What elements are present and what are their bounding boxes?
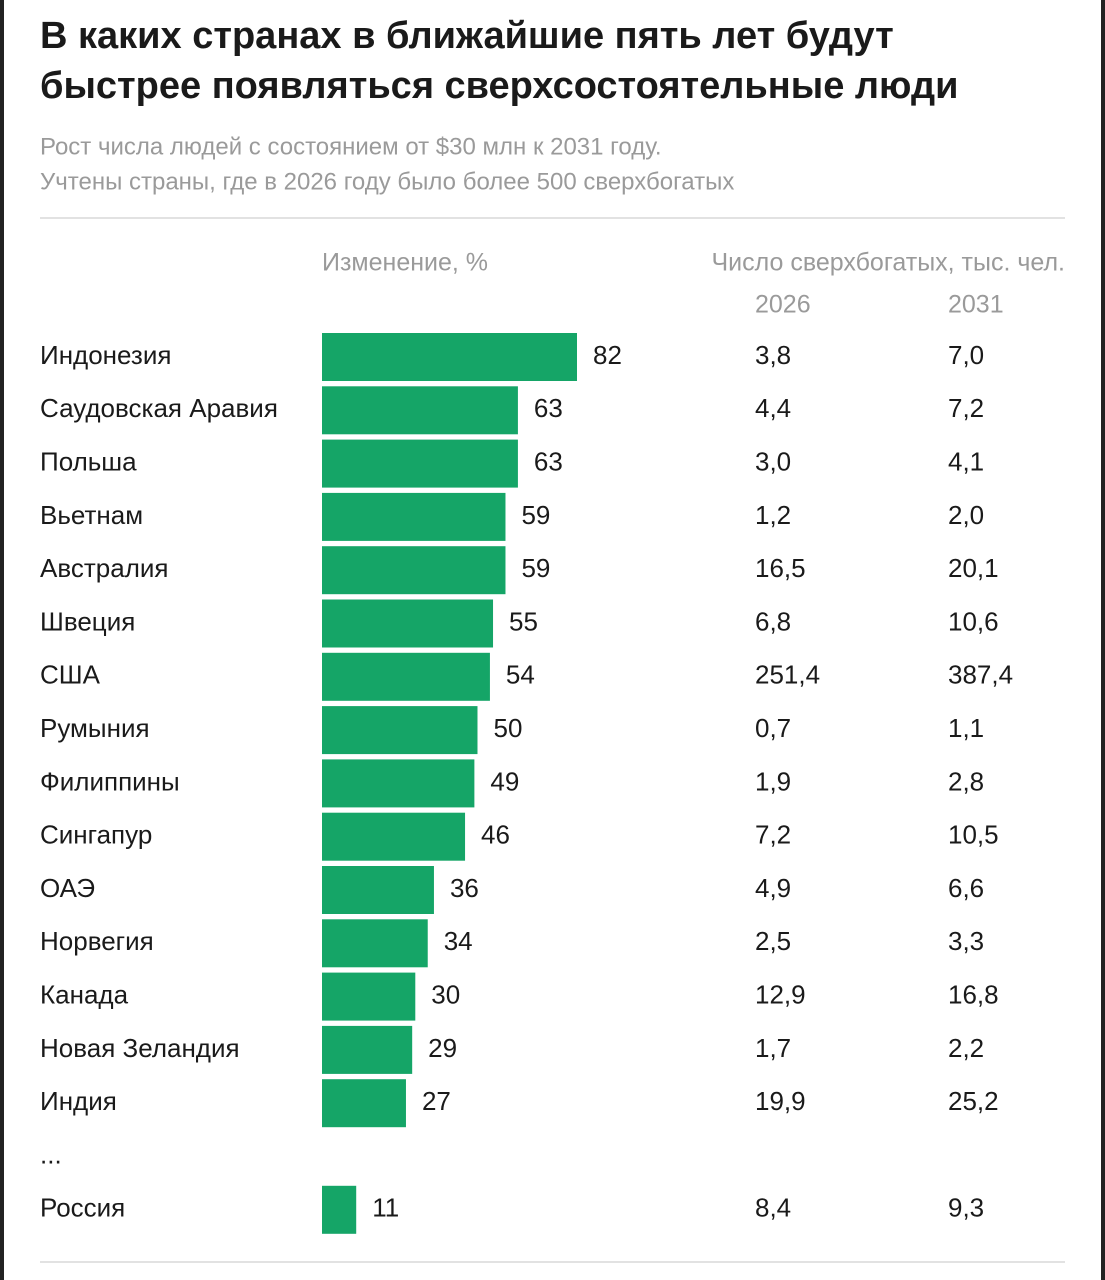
category-label: Индонезия xyxy=(40,340,171,370)
frame-edge xyxy=(0,0,4,1280)
table-cell: 2,2 xyxy=(948,1033,984,1063)
bar xyxy=(322,919,428,968)
table-cell: 3,8 xyxy=(755,340,791,370)
table-cell: 20,1 xyxy=(948,553,999,583)
category-label: Новая Зеландия xyxy=(40,1033,240,1063)
table-cell: 2,0 xyxy=(948,500,984,530)
bar xyxy=(322,546,506,595)
bar xyxy=(322,652,490,701)
category-label: Швеция xyxy=(40,606,135,636)
value-label: 54 xyxy=(506,660,535,690)
bar xyxy=(322,1025,413,1074)
category-label: Сингапур xyxy=(40,820,152,850)
bar xyxy=(322,333,577,381)
value-label: 55 xyxy=(509,606,538,636)
value-label: 30 xyxy=(431,979,460,1009)
category-label: Норвегия xyxy=(40,926,154,956)
table-cell: 7,2 xyxy=(755,820,791,850)
table-cell: 12,9 xyxy=(755,979,806,1009)
table-cell: 251,4 xyxy=(755,660,820,690)
bar xyxy=(322,812,466,861)
table-cell: 10,5 xyxy=(948,820,999,850)
category-label: США xyxy=(40,660,101,690)
table-cell: 1,7 xyxy=(755,1033,791,1063)
table-header: Число сверхбогатых, тыс. чел. xyxy=(712,249,1066,277)
category-label: Канада xyxy=(40,979,129,1009)
table-cell: 10,6 xyxy=(948,606,999,636)
table-cell: 8,4 xyxy=(755,1193,791,1223)
table-cell: 6,8 xyxy=(755,606,791,636)
bar xyxy=(322,759,475,808)
category-label: ОАЭ xyxy=(40,873,95,903)
subtitle: Рост числа людей с состоянием от $30 млн… xyxy=(40,133,661,160)
value-label: 59 xyxy=(521,553,550,583)
table-cell: 3,0 xyxy=(755,446,791,476)
table-cell: 6,6 xyxy=(948,873,984,903)
table-cell: 7,0 xyxy=(948,340,984,370)
table-cell: 3,3 xyxy=(948,926,984,956)
value-label: 34 xyxy=(444,926,473,956)
value-label: 82 xyxy=(593,340,622,370)
value-label: 49 xyxy=(490,766,519,796)
category-label: Вьетнам xyxy=(40,500,143,530)
category-label: ... xyxy=(40,1139,62,1169)
chart-title: быстрее появляться сверхсостоятельные лю… xyxy=(40,65,958,107)
table-cell: 1,1 xyxy=(948,713,984,743)
table-cell: 2,5 xyxy=(755,926,791,956)
value-label: 63 xyxy=(534,446,563,476)
table-cell: 7,2 xyxy=(948,393,984,423)
bar xyxy=(322,386,518,435)
table-cell: 387,4 xyxy=(948,660,1013,690)
value-label: 59 xyxy=(521,500,550,530)
table-cell: 19,9 xyxy=(755,1086,806,1116)
bar xyxy=(322,706,478,755)
bar xyxy=(322,866,434,914)
table-cell: 0,7 xyxy=(755,713,791,743)
frame-edge xyxy=(1101,0,1105,1280)
table-cell: 16,5 xyxy=(755,553,806,583)
table-cell: 2,8 xyxy=(948,766,984,796)
table-cell: 16,8 xyxy=(948,979,999,1009)
table-cell: 4,9 xyxy=(755,873,791,903)
value-label: 63 xyxy=(534,393,563,423)
table-cell: 9,3 xyxy=(948,1193,984,1223)
value-header: Изменение, % xyxy=(322,249,488,277)
chart-title: В каких странах в ближайшие пять лет буд… xyxy=(40,15,894,57)
bar xyxy=(322,439,518,488)
category-label: Индия xyxy=(40,1086,117,1116)
category-label: Румыния xyxy=(40,713,150,743)
bar xyxy=(322,1185,357,1234)
subtitle: Учтены страны, где в 2026 году было боле… xyxy=(40,168,734,195)
bar xyxy=(322,599,494,648)
category-label: Саудовская Аравия xyxy=(40,393,278,423)
column-header: 2031 xyxy=(948,291,1004,319)
bar xyxy=(322,1079,406,1128)
category-label: Австралия xyxy=(40,553,168,583)
category-label: Россия xyxy=(40,1193,125,1223)
table-cell: 4,4 xyxy=(755,393,791,423)
table-cell: 1,9 xyxy=(755,766,791,796)
value-label: 50 xyxy=(493,713,522,743)
value-label: 46 xyxy=(481,820,510,850)
bar xyxy=(322,492,506,541)
table-cell: 1,2 xyxy=(755,500,791,530)
category-label: Польша xyxy=(40,446,137,476)
value-label: 27 xyxy=(422,1086,451,1116)
column-header: 2026 xyxy=(755,291,811,319)
table-cell: 4,1 xyxy=(948,446,984,476)
bar xyxy=(322,972,416,1021)
table-cell: 25,2 xyxy=(948,1086,999,1116)
category-label: Филиппины xyxy=(40,766,180,796)
value-label: 36 xyxy=(450,873,479,903)
value-label: 11 xyxy=(372,1193,399,1223)
value-label: 29 xyxy=(428,1033,457,1063)
